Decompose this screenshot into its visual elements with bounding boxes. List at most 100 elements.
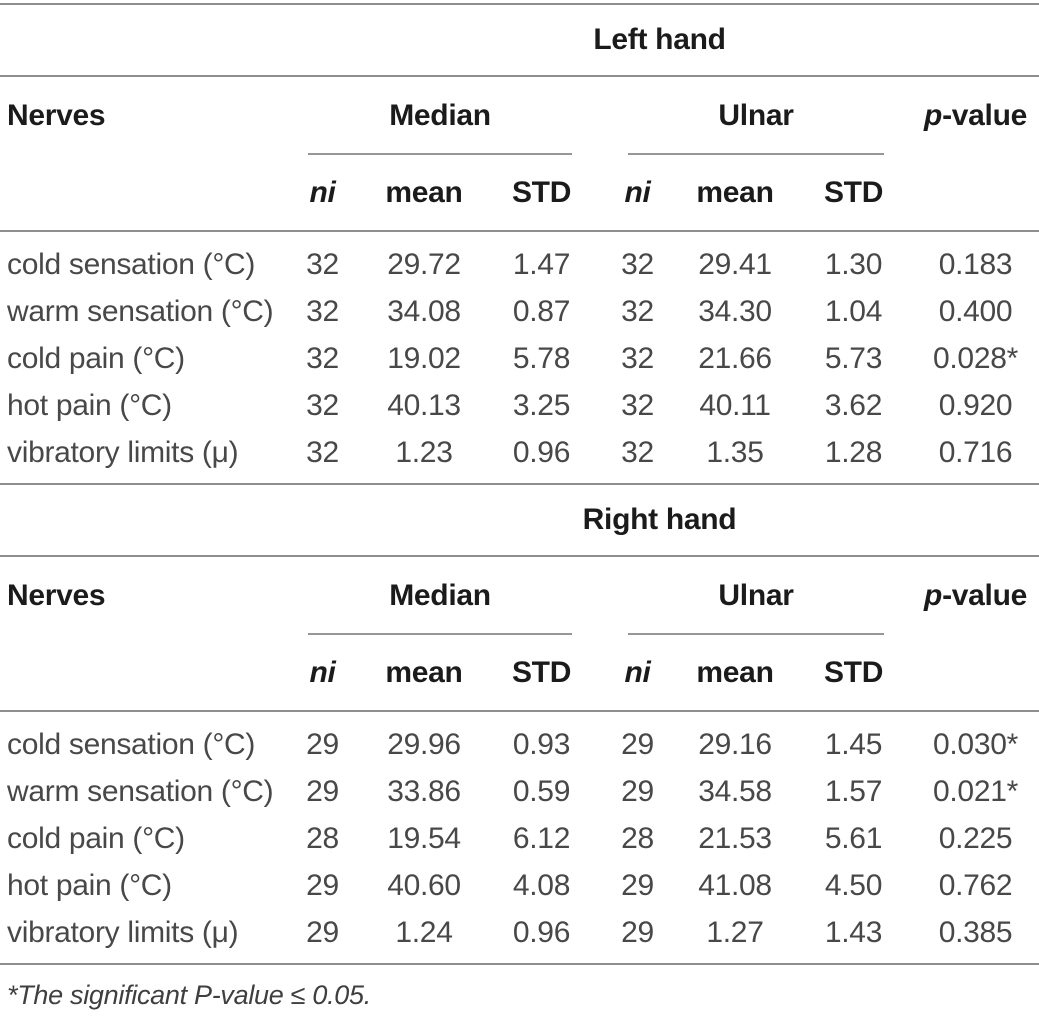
- ulnar-group-underline: [628, 633, 885, 635]
- cell-value: 29: [306, 727, 339, 761]
- hand-header-left: Left hand: [0, 5, 1039, 75]
- left-hand-section: Left hand Nerves Median Ulnar: [0, 5, 1039, 485]
- cell-value: 29.72: [387, 247, 461, 281]
- cell-value: 29.41: [698, 247, 772, 281]
- table-row: cold sensation (°C) 29 29.96 0.93 29 29.16 1.4…: [0, 721, 1039, 768]
- cell-value: 29: [621, 727, 654, 761]
- cell-value: 1.43: [824, 915, 883, 949]
- row-label: cold pain (°C): [7, 341, 185, 375]
- section-rule: [0, 483, 1039, 485]
- table-row: warm sensation (°C) 32 34.08 0.87 32 34.30 1.0…: [0, 288, 1039, 335]
- cell-value: 0.93: [512, 727, 571, 761]
- row-label: warm sensation (°C): [7, 774, 274, 808]
- hand-header-right: Right hand: [0, 485, 1039, 555]
- cell-value: 4.50: [824, 868, 883, 902]
- cell-value: 32: [306, 435, 339, 469]
- ulnar-group-header: Ulnar: [600, 557, 912, 635]
- cell-value: 0.030*: [933, 727, 1018, 761]
- p-value-header: p-value: [912, 77, 1039, 155]
- nerves-header: Nerves: [7, 99, 106, 132]
- cell-value: 32: [621, 294, 654, 328]
- cell-value: 1.57: [824, 774, 883, 808]
- cell-value: 1.28: [824, 435, 883, 469]
- row-label: vibratory limits (μ): [7, 915, 239, 949]
- cell-value: 29.16: [698, 727, 772, 761]
- row-label: hot pain (°C): [7, 388, 172, 422]
- subheader-std: STD: [511, 175, 572, 209]
- row-label: hot pain (°C): [7, 868, 172, 902]
- hand-header-label: Left hand: [593, 23, 726, 56]
- group-header-row: Nerves Median Ulnar p-value: [0, 557, 1039, 635]
- cell-value: 0.59: [512, 774, 571, 808]
- table-row: hot pain (°C) 29 40.60 4.08 29 41.08 4.50 0.762: [0, 862, 1039, 909]
- cell-value: 0.920: [938, 388, 1013, 422]
- cell-value: 33.86: [387, 774, 461, 808]
- subheader-mean: mean: [696, 175, 774, 209]
- hand-header-label: Right hand: [582, 503, 737, 536]
- row-label: cold pain (°C): [7, 821, 185, 855]
- cell-value: 5.78: [512, 341, 571, 375]
- p-value-header-rest: -value: [942, 579, 1027, 612]
- median-group-header: Median: [280, 557, 600, 635]
- cell-value: 1.35: [706, 435, 764, 469]
- p-value-header-p: p: [924, 99, 943, 132]
- empty-cell: [0, 635, 280, 710]
- cell-value: 28: [306, 821, 339, 855]
- section-rule: [0, 963, 1039, 965]
- cell-value: 29: [621, 915, 654, 949]
- table-row: hot pain (°C) 32 40.13 3.25 32 40.11 3.62 0.920: [0, 382, 1039, 429]
- cell-value: 1.45: [824, 727, 883, 761]
- cell-value: 0.716: [938, 435, 1013, 469]
- sub-header-row: ni mean STD ni mean STD: [0, 635, 1039, 710]
- cell-value: 40.13: [387, 388, 461, 422]
- cell-value: 1.04: [824, 294, 883, 328]
- subheader-std: STD: [823, 655, 884, 689]
- group-header-row: Nerves Median Ulnar p-value: [0, 77, 1039, 155]
- cell-value: 32: [621, 388, 654, 422]
- top-rule: [0, 3, 1039, 5]
- cell-value: 0.225: [938, 821, 1013, 855]
- cell-value: 41.08: [698, 868, 772, 902]
- section-rule: [0, 710, 1039, 712]
- ulnar-group-header: Ulnar: [600, 77, 912, 155]
- median-group-label: Median: [389, 99, 491, 132]
- p-value-header: p-value: [912, 557, 1039, 635]
- cell-value: 32: [621, 435, 654, 469]
- empty-cell: [912, 155, 1039, 230]
- cell-value: 6.12: [512, 821, 571, 855]
- cell-value: 29: [306, 774, 339, 808]
- cell-value: 32: [306, 294, 339, 328]
- p-value-header-p: p: [924, 579, 943, 612]
- cell-value: 21.66: [698, 341, 772, 375]
- cell-value: 19.02: [387, 341, 461, 375]
- p-value-header-rest: -value: [942, 99, 1027, 132]
- cell-value: 34.08: [387, 294, 461, 328]
- cell-value: 29.96: [387, 727, 461, 761]
- subheader-std: STD: [823, 175, 884, 209]
- cell-value: 0.385: [938, 915, 1013, 949]
- median-group-header: Median: [280, 77, 600, 155]
- table-row: cold pain (°C) 28 19.54 6.12 28 21.53 5.61 0.22…: [0, 815, 1039, 862]
- table-row: cold pain (°C) 32 19.02 5.78 32 21.66 5.73 0.02…: [0, 335, 1039, 382]
- cell-value: 29: [306, 915, 339, 949]
- section-rule: [0, 75, 1039, 77]
- cell-value: 32: [621, 341, 654, 375]
- cell-value: 1.23: [395, 435, 453, 469]
- subheader-std: STD: [511, 655, 572, 689]
- cell-value: 32: [306, 388, 339, 422]
- section-rule: [0, 230, 1039, 232]
- row-label: vibratory limits (μ): [7, 435, 239, 469]
- subheader-mean: mean: [696, 655, 774, 689]
- subheader-mean: mean: [385, 175, 463, 209]
- empty-cell: [912, 635, 1039, 710]
- data-table-right: cold sensation (°C) 29 29.96 0.93 29 29.16 1.4…: [0, 721, 1039, 956]
- data-table-left: cold sensation (°C) 32 29.72 1.47 32 29.41 1.3…: [0, 241, 1039, 476]
- header-table-left: Nerves Median Ulnar p-value ni: [0, 77, 1039, 230]
- table-row: cold sensation (°C) 32 29.72 1.47 32 29.41 1.3…: [0, 241, 1039, 288]
- table-row: warm sensation (°C) 29 33.86 0.59 29 34.58 1.5…: [0, 768, 1039, 815]
- cell-value: 1.30: [824, 247, 883, 281]
- cell-value: 1.24: [395, 915, 453, 949]
- cell-value: 34.30: [698, 294, 772, 328]
- cell-value: 29: [621, 774, 654, 808]
